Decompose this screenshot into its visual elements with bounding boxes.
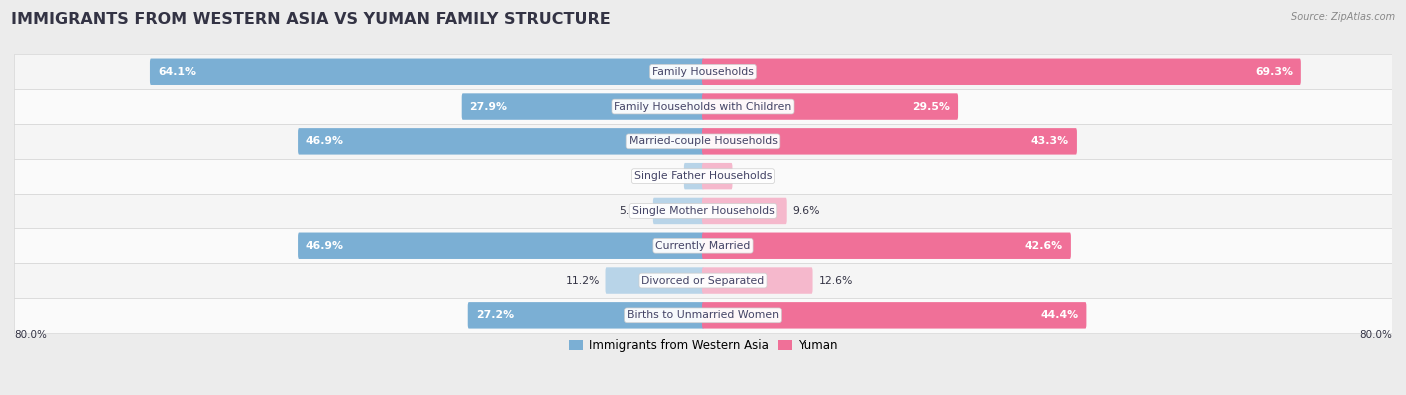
Text: Family Households: Family Households [652, 67, 754, 77]
Text: Currently Married: Currently Married [655, 241, 751, 251]
Text: 46.9%: 46.9% [307, 241, 344, 251]
FancyBboxPatch shape [702, 302, 1087, 329]
Text: 27.2%: 27.2% [475, 310, 513, 320]
Bar [14, 298, 1392, 333]
Text: Source: ZipAtlas.com: Source: ZipAtlas.com [1291, 12, 1395, 22]
FancyBboxPatch shape [702, 93, 957, 120]
Text: 2.1%: 2.1% [651, 171, 678, 181]
FancyBboxPatch shape [702, 163, 733, 189]
Text: 42.6%: 42.6% [1025, 241, 1063, 251]
FancyBboxPatch shape [702, 267, 813, 294]
Text: Single Father Households: Single Father Households [634, 171, 772, 181]
Bar [14, 124, 1392, 159]
Text: 27.9%: 27.9% [470, 102, 508, 111]
Text: Family Households with Children: Family Households with Children [614, 102, 792, 111]
Text: 64.1%: 64.1% [157, 67, 195, 77]
Text: Births to Unmarried Women: Births to Unmarried Women [627, 310, 779, 320]
Legend: Immigrants from Western Asia, Yuman: Immigrants from Western Asia, Yuman [564, 335, 842, 357]
FancyBboxPatch shape [683, 163, 704, 189]
FancyBboxPatch shape [702, 233, 1071, 259]
FancyBboxPatch shape [702, 58, 1301, 85]
Text: 43.3%: 43.3% [1031, 136, 1069, 147]
Bar [14, 194, 1392, 228]
Text: Divorced or Separated: Divorced or Separated [641, 276, 765, 286]
FancyBboxPatch shape [652, 198, 704, 224]
Text: 46.9%: 46.9% [307, 136, 344, 147]
Bar [14, 89, 1392, 124]
Bar [14, 263, 1392, 298]
FancyBboxPatch shape [461, 93, 704, 120]
Text: 69.3%: 69.3% [1256, 67, 1294, 77]
Bar [14, 55, 1392, 89]
Text: 12.6%: 12.6% [818, 276, 853, 286]
Text: 9.6%: 9.6% [793, 206, 820, 216]
Text: 3.3%: 3.3% [738, 171, 766, 181]
FancyBboxPatch shape [606, 267, 704, 294]
Text: 5.7%: 5.7% [620, 206, 647, 216]
FancyBboxPatch shape [468, 302, 704, 329]
Text: 80.0%: 80.0% [14, 330, 46, 340]
Text: 29.5%: 29.5% [912, 102, 950, 111]
Text: 44.4%: 44.4% [1040, 310, 1078, 320]
FancyBboxPatch shape [150, 58, 704, 85]
Bar [14, 228, 1392, 263]
Text: Married-couple Households: Married-couple Households [628, 136, 778, 147]
FancyBboxPatch shape [298, 128, 704, 154]
Text: 11.2%: 11.2% [565, 276, 599, 286]
Text: IMMIGRANTS FROM WESTERN ASIA VS YUMAN FAMILY STRUCTURE: IMMIGRANTS FROM WESTERN ASIA VS YUMAN FA… [11, 12, 612, 27]
FancyBboxPatch shape [702, 128, 1077, 154]
Text: 80.0%: 80.0% [1360, 330, 1392, 340]
FancyBboxPatch shape [298, 233, 704, 259]
Bar [14, 159, 1392, 194]
FancyBboxPatch shape [702, 198, 787, 224]
Text: Single Mother Households: Single Mother Households [631, 206, 775, 216]
